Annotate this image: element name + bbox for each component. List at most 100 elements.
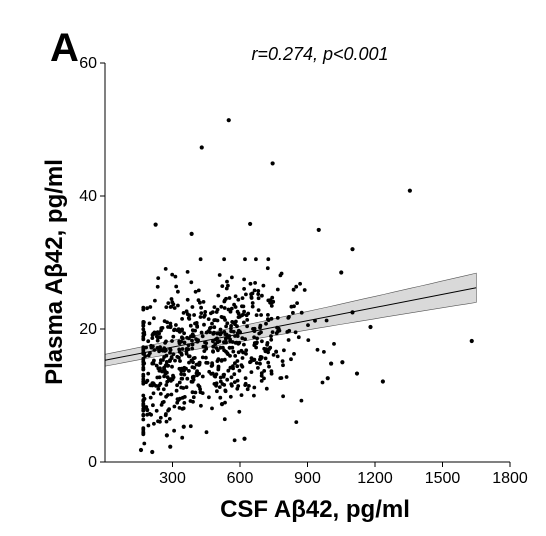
data-point: [182, 372, 187, 377]
data-point: [218, 379, 223, 384]
y-tick-label: 40: [79, 188, 97, 205]
data-point: [207, 395, 211, 400]
data-point: [165, 364, 170, 368]
data-point: [175, 354, 180, 359]
data-point: [248, 281, 253, 286]
data-point: [215, 331, 220, 336]
data-point: [186, 354, 191, 359]
data-point: [259, 330, 263, 335]
data-point: [180, 336, 185, 341]
data-point: [188, 323, 193, 328]
data-point: [234, 319, 238, 324]
data-point: [151, 381, 156, 385]
data-point: [315, 347, 320, 352]
data-point: [199, 330, 204, 335]
data-point: [158, 381, 163, 386]
x-tick-label: 1200: [357, 470, 393, 487]
data-point: [271, 353, 276, 357]
data-point: [200, 355, 205, 360]
data-point: [197, 360, 202, 365]
data-point: [150, 361, 155, 366]
data-point: [233, 294, 238, 299]
y-tick-label: 0: [88, 454, 97, 471]
data-point: [226, 368, 231, 373]
data-point: [173, 358, 177, 363]
data-point: [155, 284, 160, 289]
data-point: [203, 340, 207, 345]
data-point: [224, 296, 228, 301]
data-point: [190, 379, 195, 384]
data-point: [191, 395, 196, 400]
data-point: [144, 380, 149, 385]
data-point: [184, 309, 189, 314]
data-point: [198, 315, 203, 319]
data-point: [180, 347, 185, 351]
data-point: [216, 293, 221, 298]
data-point: [164, 339, 168, 344]
data-point: [254, 345, 258, 350]
data-point: [138, 447, 144, 453]
data-point: [212, 374, 217, 378]
data-point: [294, 420, 299, 424]
data-point: [268, 345, 273, 350]
data-point: [162, 319, 167, 323]
data-point: [218, 395, 223, 400]
data-point: [184, 351, 189, 356]
data-point: [252, 327, 257, 331]
data-point: [269, 337, 274, 342]
data-point: [235, 359, 240, 363]
data-point: [165, 370, 169, 375]
data-point: [237, 368, 242, 373]
data-point: [141, 305, 146, 310]
data-point: [164, 433, 169, 438]
data-point: [185, 297, 190, 302]
data-point: [252, 335, 256, 340]
x-tick-label: 900: [294, 470, 321, 487]
panel-label: A: [50, 26, 79, 70]
data-point: [279, 376, 284, 380]
data-point: [275, 287, 280, 292]
data-point: [141, 417, 146, 422]
data-point: [224, 324, 229, 329]
data-point: [245, 324, 250, 329]
data-point: [141, 327, 146, 332]
data-point: [235, 334, 240, 338]
data-point: [469, 338, 474, 344]
data-point: [219, 315, 224, 319]
data-point: [190, 390, 195, 395]
data-point: [203, 310, 208, 314]
data-point: [168, 305, 173, 309]
data-point: [253, 281, 257, 285]
data-point: [302, 288, 307, 292]
data-point: [146, 371, 151, 376]
x-tick-label: 1800: [492, 470, 528, 487]
data-point: [180, 435, 185, 440]
data-point: [153, 222, 158, 227]
data-point: [256, 292, 261, 296]
data-point: [269, 334, 273, 338]
data-point: [211, 332, 216, 336]
data-point: [146, 339, 151, 344]
data-point: [368, 324, 373, 330]
data-point: [198, 387, 203, 391]
data-point: [261, 283, 266, 288]
data-point: [177, 341, 182, 346]
data-point: [179, 376, 184, 381]
data-point: [242, 320, 246, 325]
data-point: [141, 413, 146, 418]
data-point: [266, 317, 270, 321]
y-tick-label: 60: [79, 55, 97, 72]
data-point: [185, 270, 190, 274]
data-point: [339, 270, 344, 275]
data-point: [248, 221, 253, 227]
data-point: [184, 385, 189, 390]
data-point: [286, 316, 291, 320]
data-point: [179, 351, 184, 356]
data-point: [242, 342, 246, 347]
data-point: [169, 297, 174, 301]
data-point: [214, 346, 219, 350]
data-point: [264, 386, 269, 391]
data-point: [220, 284, 225, 288]
data-point: [230, 275, 234, 280]
data-point: [275, 354, 280, 359]
